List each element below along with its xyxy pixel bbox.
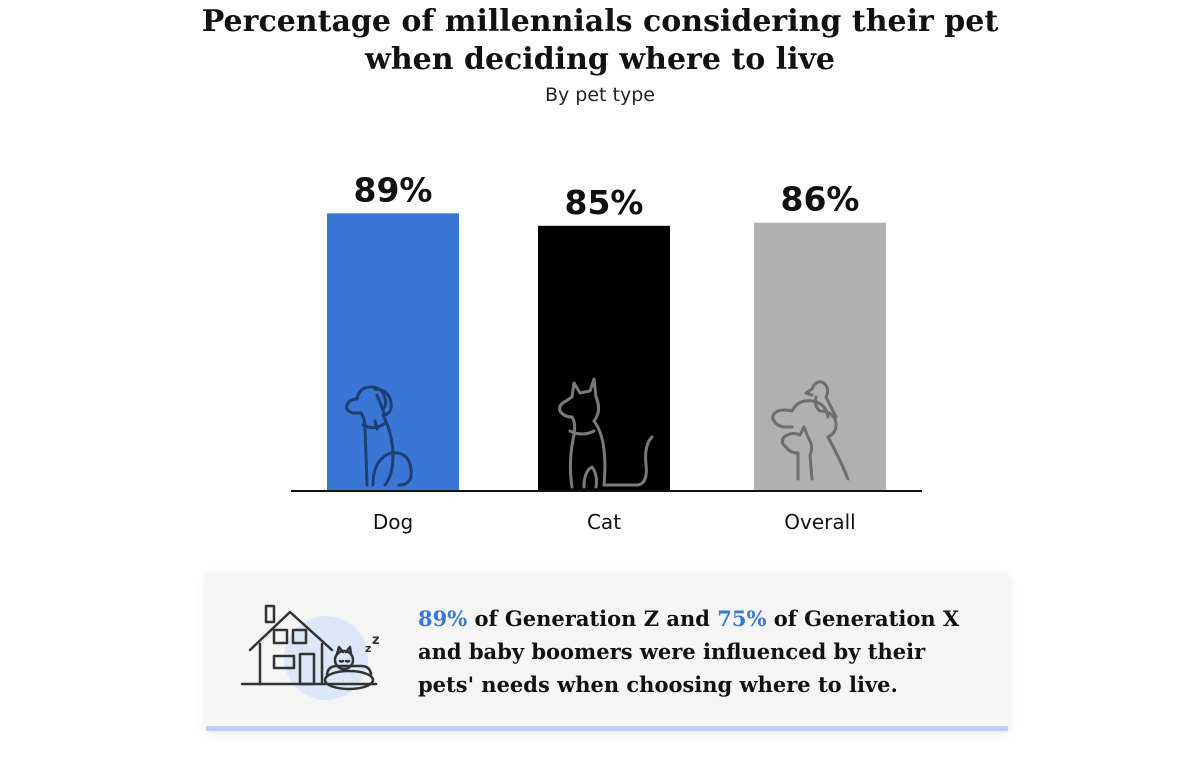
bar-group-dog: 89% Dog <box>327 170 459 534</box>
gen-z-stat: 89% <box>418 606 468 631</box>
house-with-sleeping-pet-icon: z z <box>240 604 380 700</box>
bar-overall <box>754 222 886 491</box>
category-label-cat: Cat <box>587 510 621 534</box>
value-label-overall: 86% <box>781 180 860 219</box>
value-label-dog: 89% <box>354 170 433 209</box>
pets-group-icon <box>771 380 850 481</box>
callout-card: z z 89% of Generation Z and 75% of Gener… <box>206 574 1008 731</box>
callout-text: 89% of Generation Z and 75% of Generatio… <box>418 602 978 701</box>
bar-group-overall: 86% Overall <box>754 180 886 534</box>
cat-icon <box>558 377 654 489</box>
chart-subtitle: By pet type <box>544 84 655 106</box>
bar-chart: 89% Dog 85% Cat 86% Overall <box>291 170 922 534</box>
gen-x-stat: 75% <box>717 606 767 631</box>
callout-text-part-1: of Generation Z and <box>467 606 718 631</box>
category-label-dog: Dog <box>373 510 413 534</box>
svg-text:z: z <box>372 633 380 648</box>
dog-icon <box>345 385 413 487</box>
value-label-cat: 85% <box>565 183 644 222</box>
svg-text:z: z <box>365 642 371 655</box>
bar-group-cat: 85% Cat <box>538 183 670 534</box>
category-label-overall: Overall <box>784 510 855 534</box>
callout-text-part-2: of Generation X and baby boomers were in… <box>418 606 960 697</box>
chart-title-line-1: Percentage of millennials considering th… <box>201 4 999 39</box>
chart-title-line-2: when deciding where to live <box>365 42 835 77</box>
